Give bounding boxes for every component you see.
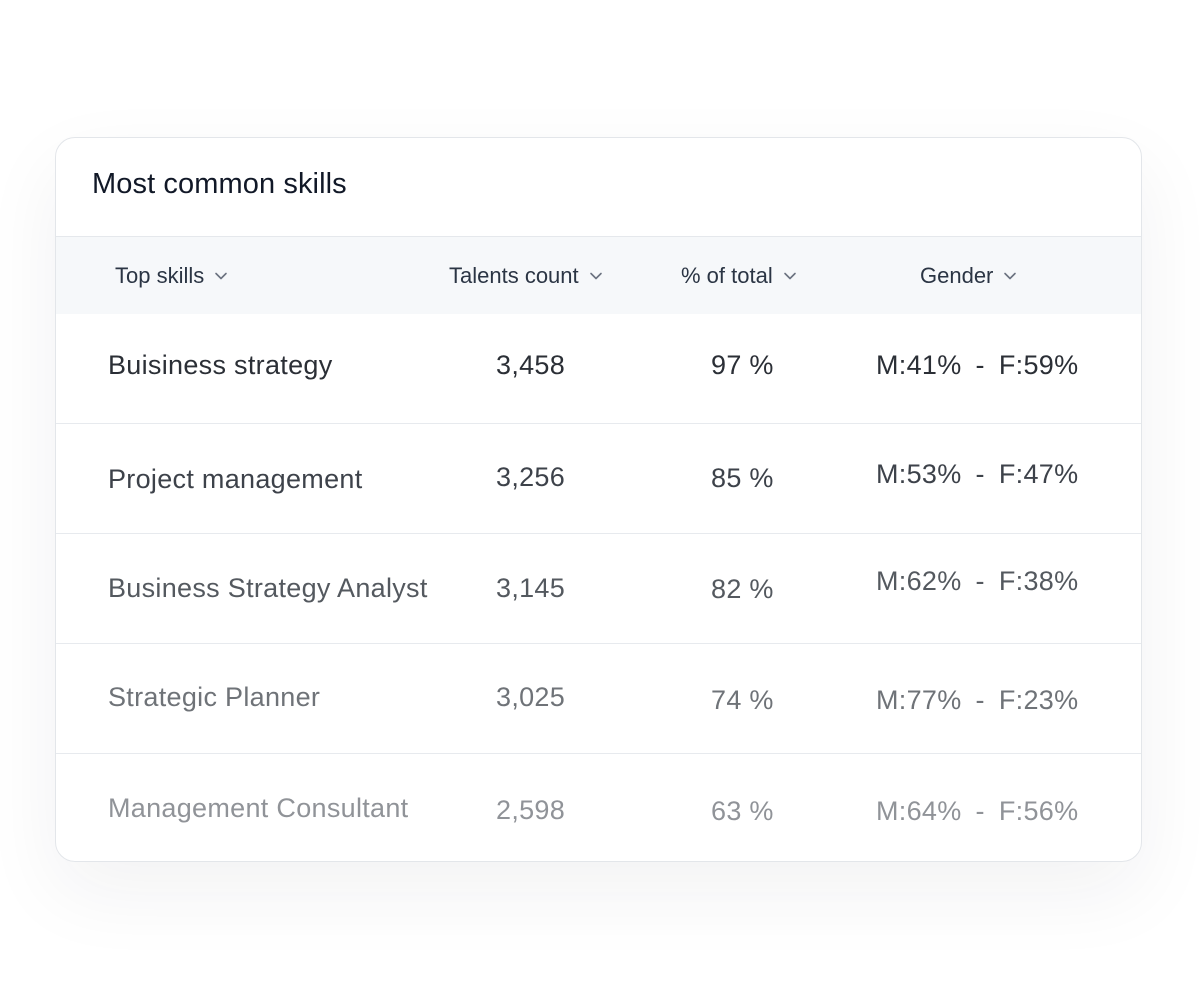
gender-split: M:64% - F:56% [876,796,1078,827]
skill-name: Project management [108,464,363,494]
table-row[interactable]: Management Consultant 2,598 63 % M:64% - F… [56,753,1141,861]
percent-of-total: 63 % [711,796,774,826]
gender-female: F:38% [998,566,1079,596]
gender-female: F:59% [998,350,1079,380]
table-row[interactable]: Business Strategy Analyst 3,145 82 % M:6… [56,533,1141,643]
gender-male: M:64% [876,796,962,826]
gender-split: M:41% - F:59% [876,350,1078,381]
percent-of-total: 82 % [711,574,774,604]
column-header-label: % of total [681,262,773,288]
gender-male: M:41% [876,350,962,380]
gender-separator: - [975,566,985,596]
table-row[interactable]: Buisiness strategy 3,458 97 % M:41% - F:59… [56,313,1141,423]
percent-of-total: 74 % [711,685,774,715]
gender-female: F:56% [998,796,1079,826]
talents-count: 3,256 [496,462,566,492]
gender-male: M:77% [876,685,962,715]
talents-count: 3,458 [496,350,566,380]
column-header-label: Talents count [449,262,579,288]
gender-split: M:53% - F:47% [876,459,1078,490]
gender-split: M:77% - F:23% [876,685,1078,716]
gender-male: M:53% [876,459,962,489]
column-header-label: Gender [920,262,994,288]
skill-name: Strategic Planner [108,682,321,712]
skill-name: Management Consultant [108,793,409,823]
gender-separator: - [975,796,985,826]
gender-female: F:47% [998,459,1079,489]
column-header-percent-of-total[interactable]: % of total [681,237,797,314]
column-header-top-skills[interactable]: Top skills [115,237,228,314]
column-header-talents-count[interactable]: Talents count [449,237,603,314]
talents-count: 3,145 [496,573,566,603]
chevron-down-icon [589,269,603,283]
talents-count: 3,025 [496,682,566,712]
skill-name: Business Strategy Analyst [108,573,428,603]
column-header-label: Top skills [115,262,205,288]
table-row[interactable]: Strategic Planner 3,025 74 % M:77% - F:23% [56,643,1141,753]
percent-of-total: 85 % [711,463,774,493]
skill-name: Buisiness strategy [108,350,333,380]
gender-split: M:62% - F:38% [876,566,1078,597]
chevron-down-icon [214,269,228,283]
talents-count: 2,598 [496,795,566,825]
gender-female: F:23% [998,685,1079,715]
card-title: Most common skills [92,168,347,200]
table-header: Top skills Talents count % of total Gend… [56,236,1141,314]
chevron-down-icon [783,269,797,283]
column-header-gender[interactable]: Gender [920,237,1017,314]
table-row[interactable]: Project management 3,256 85 % M:53% - F:47… [56,423,1141,533]
percent-of-total: 97 % [711,350,774,380]
gender-male: M:62% [876,566,962,596]
gender-separator: - [975,459,985,489]
gender-separator: - [975,685,985,715]
chevron-down-icon [1003,269,1017,283]
gender-separator: - [975,350,985,380]
skills-card: Most common skills Top skills Talents co… [55,137,1142,862]
